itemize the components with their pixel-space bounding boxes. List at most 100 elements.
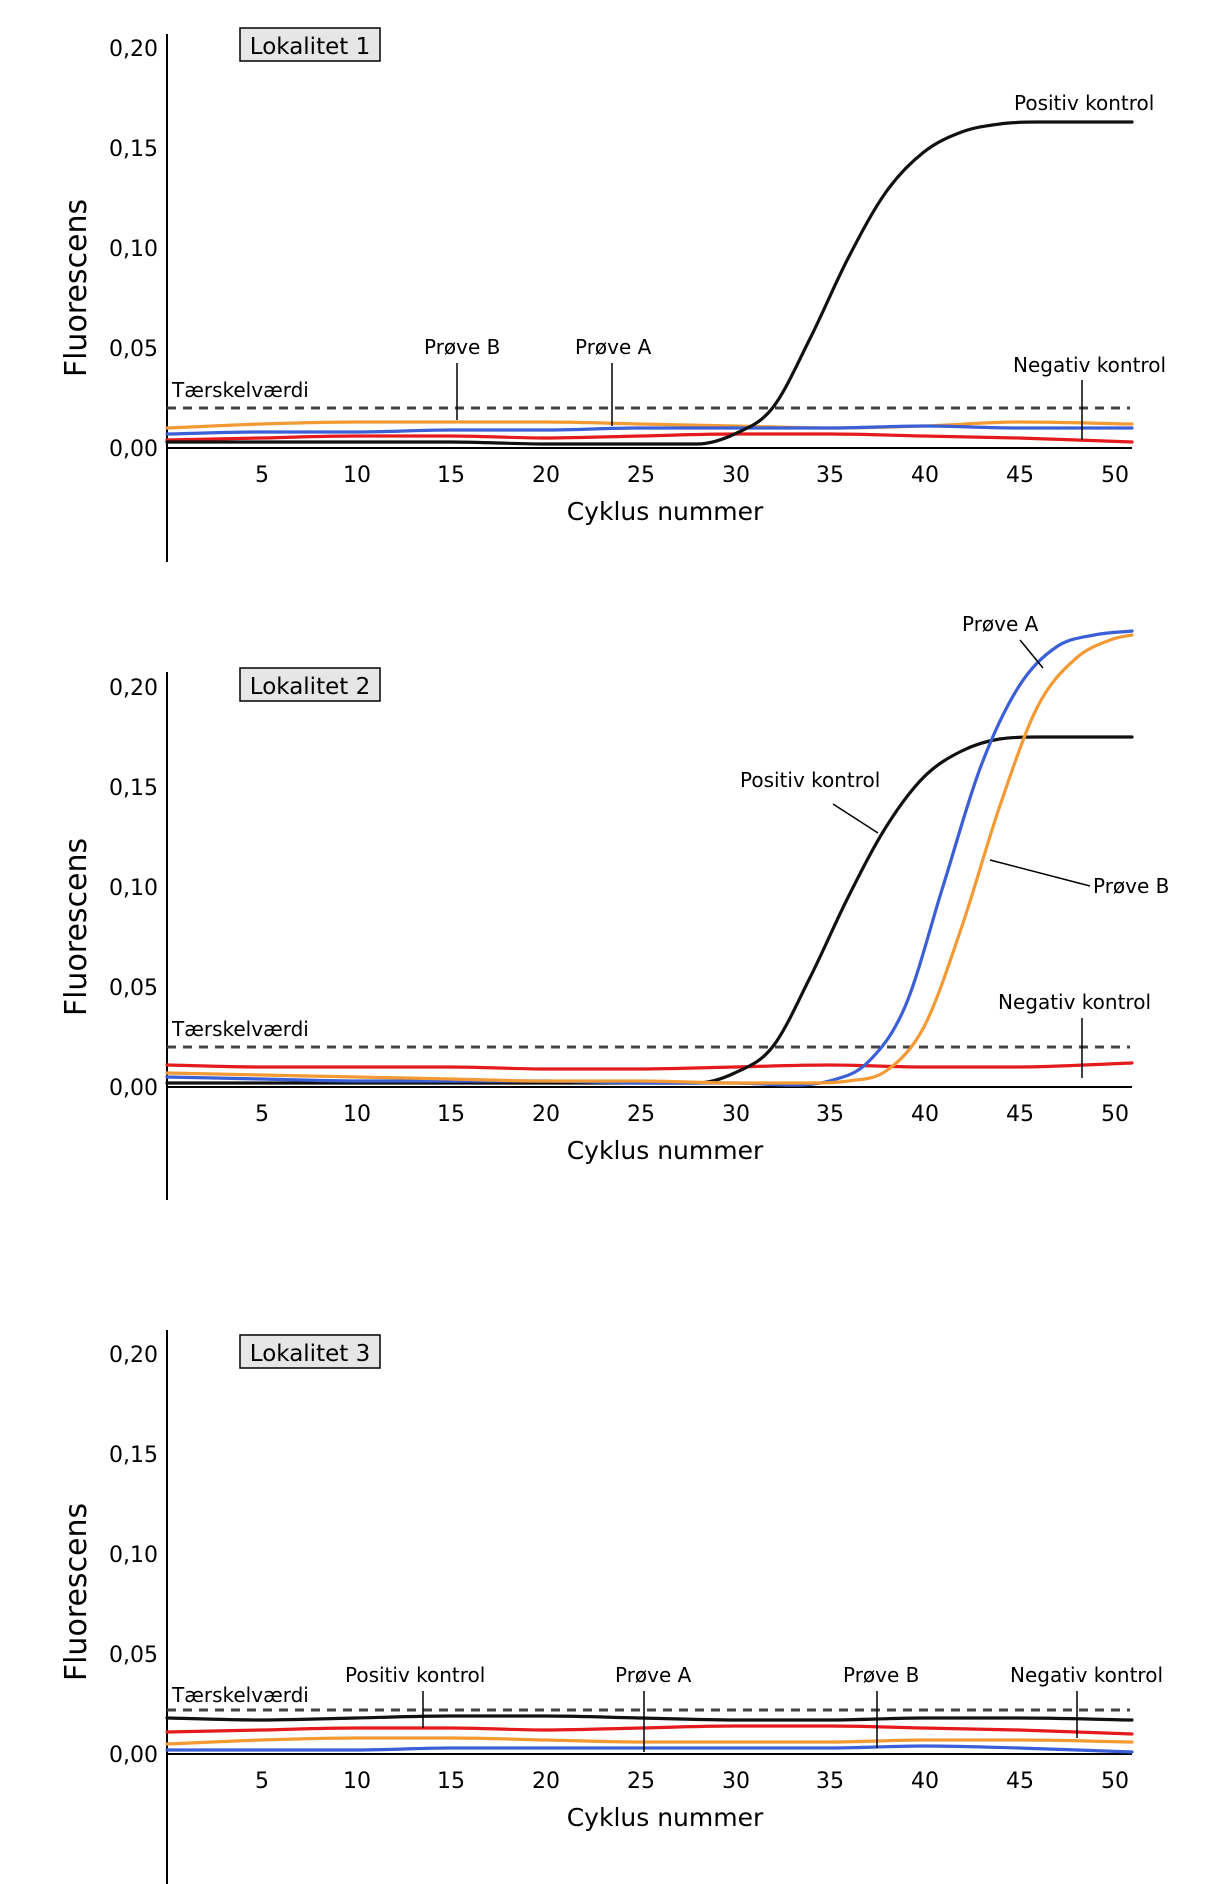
y-tick-label: 0,15 (109, 776, 158, 801)
x-tick-label: 40 (911, 1102, 939, 1127)
y-axis-title: Fluorescens (59, 199, 94, 377)
panel-title: Lokalitet 1 (250, 34, 370, 60)
y-tick-label: 0,05 (109, 337, 158, 362)
x-tick-label: 40 (911, 1769, 939, 1794)
threshold-label: Tærskelværdi (171, 378, 309, 402)
x-tick-labels: 5 10 15 20 25 30 35 40 45 50 (255, 1102, 1129, 1127)
x-axis-title: Cyklus nummer (567, 1803, 764, 1832)
threshold-line-group: Tærskelværdi (167, 1683, 1130, 1712)
y-tick-label: 0,05 (109, 1643, 158, 1668)
threshold-label: Tærskelværdi (171, 1017, 309, 1041)
x-tick-label: 45 (1006, 463, 1034, 488)
annotation-label-prove-b: Prøve B (424, 335, 500, 359)
annotation-label-negativ-kontrol: Negativ kontrol (1010, 1663, 1163, 1687)
panel-title-frame (239, 1334, 381, 1369)
x-tick-label: 5 (255, 1102, 269, 1127)
x-tick-label: 30 (722, 1769, 750, 1794)
y-tick-label: 0,20 (109, 676, 158, 701)
x-tick-label: 5 (255, 1769, 269, 1794)
y-tick-label: 0,20 (109, 1343, 158, 1368)
annotation-label-prove-b: Prøve B (843, 1663, 919, 1687)
y-tick-label: 0,05 (109, 976, 158, 1001)
series-line-prove-b (165, 633, 1134, 1085)
x-tick-label: 35 (816, 1769, 844, 1794)
y-tick-label: 0,10 (109, 237, 158, 262)
x-tick-label: 50 (1101, 1102, 1129, 1127)
x-tick-label: 35 (816, 1102, 844, 1127)
x-tick-label: 10 (343, 463, 371, 488)
panel-title-box: Lokalitet 2 (239, 667, 381, 702)
y-axis-title: Fluorescens (59, 1503, 94, 1681)
series-line-positiv-kontrol (165, 120, 1134, 446)
x-tick-labels: 5 10 15 20 25 30 35 40 45 50 (255, 1769, 1129, 1794)
x-tick-label: 45 (1006, 1102, 1034, 1127)
x-tick-label: 30 (722, 463, 750, 488)
y-tick-label: 0,00 (109, 1076, 158, 1101)
series-line-prove-a (165, 629, 1134, 1087)
x-tick-label: 25 (627, 463, 655, 488)
threshold-line-group: Tærskelværdi (167, 1017, 1130, 1049)
annotation-label-prove-a: Prøve A (962, 612, 1039, 636)
series-line-prove-b (165, 420, 1134, 430)
x-tick-label: 15 (437, 1102, 465, 1127)
x-tick-label: 20 (532, 463, 560, 488)
x-tick-label: 30 (722, 1102, 750, 1127)
annotation-label-negativ-kontrol: Negativ kontrol (998, 990, 1151, 1014)
x-tick-label: 10 (343, 1102, 371, 1127)
x-tick-label: 45 (1006, 1769, 1034, 1794)
panel-lokalitet-3: 0,20 0,15 0,10 0,05 0,00 5 10 15 20 25 3… (59, 1330, 1163, 1884)
x-axis-title: Cyklus nummer (567, 497, 764, 526)
y-tick-label: 0,00 (109, 1743, 158, 1768)
panel-title-frame (239, 667, 381, 702)
panel-title: Lokalitet 3 (250, 1341, 370, 1367)
panel-title-box: Lokalitet 1 (239, 27, 381, 62)
annotation-label-positiv-kontrol: Positiv kontrol (740, 768, 880, 792)
annotation-label-positiv-kontrol: Positiv kontrol (345, 1663, 485, 1687)
series-line-prove-a (165, 424, 1134, 436)
y-tick-label: 0,20 (109, 37, 158, 62)
y-tick-labels: 0,20 0,15 0,10 0,05 0,00 (109, 37, 158, 462)
threshold-line-group: Tærskelværdi (167, 378, 1130, 410)
x-tick-label: 20 (532, 1102, 560, 1127)
x-tick-label: 5 (255, 463, 269, 488)
y-tick-label: 0,00 (109, 437, 158, 462)
series-layer (165, 120, 1134, 446)
y-axis-title: Fluorescens (59, 838, 94, 1016)
annotation-leader (832, 803, 879, 834)
annotation-label-negativ-kontrol: Negativ kontrol (1013, 353, 1166, 377)
x-tick-label: 10 (343, 1769, 371, 1794)
x-tick-label: 15 (437, 463, 465, 488)
x-tick-label: 50 (1101, 463, 1129, 488)
series-line-negativ-kontrol (165, 1724, 1134, 1736)
panel-lokalitet-2: 0,20 0,15 0,10 0,05 0,00 5 10 15 20 25 3… (59, 612, 1169, 1200)
x-tick-label: 40 (911, 463, 939, 488)
annotation-label-prove-a: Prøve A (615, 1663, 692, 1687)
series-line-positiv-kontrol (165, 1714, 1134, 1722)
annotation-label-prove-b: Prøve B (1093, 874, 1169, 898)
annotation-label-prove-a: Prøve A (575, 335, 652, 359)
series-line-prove-a (165, 1744, 1134, 1754)
series-line-negativ-kontrol (165, 432, 1134, 444)
y-tick-label: 0,15 (109, 1443, 158, 1468)
threshold-label: Tærskelværdi (171, 1683, 309, 1707)
y-tick-label: 0,10 (109, 876, 158, 901)
panel-title-frame (239, 27, 381, 62)
x-tick-label: 20 (532, 1769, 560, 1794)
x-tick-label: 25 (627, 1769, 655, 1794)
x-tick-label: 25 (627, 1102, 655, 1127)
series-layer (165, 629, 1134, 1087)
series-line-positiv-kontrol (165, 735, 1134, 1085)
x-tick-label: 35 (816, 463, 844, 488)
y-tick-label: 0,15 (109, 137, 158, 162)
annotation-leader (1019, 639, 1044, 669)
annotations: Positiv kontrol Prøve B Prøve A Negativ … (424, 91, 1166, 440)
y-tick-labels: 0,20 0,15 0,10 0,05 0,00 (109, 676, 158, 1101)
series-line-negativ-kontrol (165, 1061, 1134, 1071)
y-tick-label: 0,10 (109, 1543, 158, 1568)
panel-title-box: Lokalitet 3 (239, 1334, 381, 1369)
panel-lokalitet-1: 0,20 0,15 0,10 0,05 0,00 5 10 15 20 25 3… (59, 27, 1166, 562)
x-axis-title: Cyklus nummer (567, 1136, 764, 1165)
annotation-label-positiv-kontrol: Positiv kontrol (1014, 91, 1154, 115)
x-tick-labels: 5 10 15 20 25 30 35 40 45 50 (255, 463, 1129, 488)
